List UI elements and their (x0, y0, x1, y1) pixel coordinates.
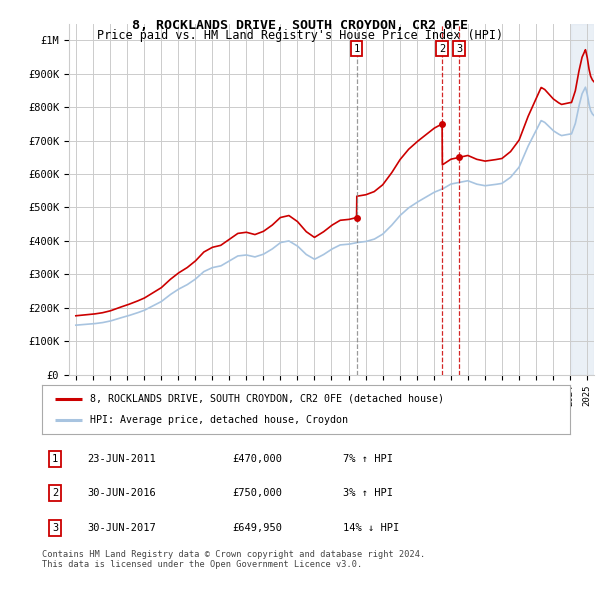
Text: 2: 2 (52, 489, 58, 498)
Text: 8, ROCKLANDS DRIVE, SOUTH CROYDON, CR2 0FE: 8, ROCKLANDS DRIVE, SOUTH CROYDON, CR2 0… (132, 19, 468, 32)
Text: 2: 2 (439, 44, 445, 54)
Text: Contains HM Land Registry data © Crown copyright and database right 2024.
This d: Contains HM Land Registry data © Crown c… (42, 550, 425, 569)
Text: 14% ↓ HPI: 14% ↓ HPI (343, 523, 399, 533)
Text: 3: 3 (52, 523, 58, 533)
Text: 1: 1 (52, 454, 58, 464)
Text: 8, ROCKLANDS DRIVE, SOUTH CROYDON, CR2 0FE (detached house): 8, ROCKLANDS DRIVE, SOUTH CROYDON, CR2 0… (89, 394, 443, 404)
Text: 30-JUN-2016: 30-JUN-2016 (87, 489, 155, 498)
Text: £750,000: £750,000 (232, 489, 282, 498)
Text: 3: 3 (456, 44, 462, 54)
Text: 1: 1 (353, 44, 360, 54)
Text: HPI: Average price, detached house, Croydon: HPI: Average price, detached house, Croy… (89, 415, 347, 425)
Text: £649,950: £649,950 (232, 523, 282, 533)
Text: Price paid vs. HM Land Registry's House Price Index (HPI): Price paid vs. HM Land Registry's House … (97, 30, 503, 42)
Text: 3% ↑ HPI: 3% ↑ HPI (343, 489, 393, 498)
Text: £470,000: £470,000 (232, 454, 282, 464)
Bar (571, 24, 594, 375)
Text: 23-JUN-2011: 23-JUN-2011 (87, 454, 155, 464)
Text: 7% ↑ HPI: 7% ↑ HPI (343, 454, 393, 464)
Text: 30-JUN-2017: 30-JUN-2017 (87, 523, 155, 533)
